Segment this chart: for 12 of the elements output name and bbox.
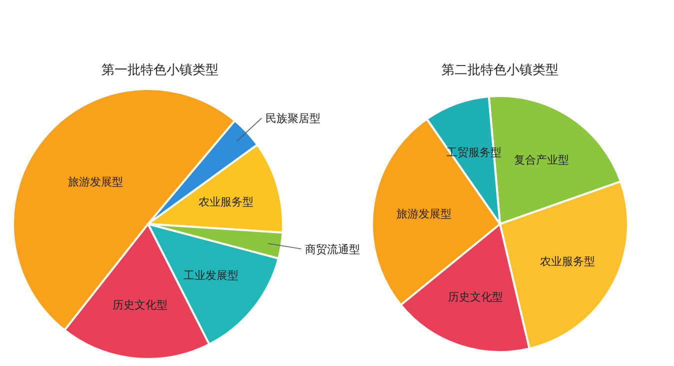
slice-label: 历史文化型 <box>112 298 168 312</box>
slice-label: 农业服务型 <box>198 195 254 208</box>
slice-label: 历史文化型 <box>448 290 503 304</box>
slice-label: 民族聚居型 <box>266 112 321 126</box>
slice-label: 农业服务型 <box>540 254 595 268</box>
slice-label: 商贸流通型 <box>305 242 360 256</box>
slice-label: 旅游发展型 <box>68 175 124 188</box>
chart-title: 第二批特色小镇类型 <box>442 63 558 78</box>
slice-label: 工业发展型 <box>184 268 239 282</box>
chart-title: 第一批特色小镇类型 <box>102 63 218 78</box>
slice-label: 复合产业型 <box>514 153 570 166</box>
slice-label: 旅游发展型 <box>396 207 452 220</box>
